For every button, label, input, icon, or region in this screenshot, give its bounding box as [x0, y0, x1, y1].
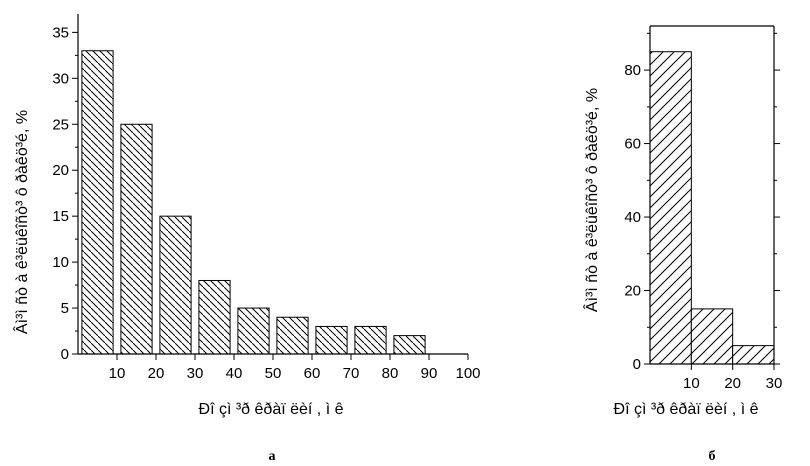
chart-a-x-tick-label: 70: [343, 365, 360, 382]
chart-b-x-tick-label: 20: [724, 375, 741, 392]
chart-b-ylabel: Âì³ì ñò à ê³ëüêîñò³ ô ðàêö³é, %: [582, 88, 601, 312]
chart-b-bar: [690, 308, 734, 365]
chart-a-bar: [276, 316, 309, 355]
chart-b-y-tick-label: 0: [633, 356, 641, 373]
chart-a-ylabel: Âì³ì ñò à ê³ëüêîñò³ ô ðàêö³é, %: [12, 110, 31, 334]
chart-a-bar: [315, 325, 348, 355]
chart-b-bar: [732, 345, 775, 365]
chart-b-y-tick-label: 20: [624, 283, 641, 300]
chart-a-x-tick-label: 50: [265, 365, 282, 382]
chart-b-bar: [649, 51, 692, 365]
chart-b-y-tick-label: 80: [624, 62, 641, 79]
chart-a-xlabel: Ðî çì ³ð êðàï ëèí , ì ê: [199, 401, 344, 418]
chart-a-bar: [393, 335, 426, 355]
chart-b-y-tick-label: 40: [624, 209, 641, 226]
chart-a-bar: [120, 123, 153, 355]
chart-b-y-tick-label: 60: [624, 136, 641, 153]
chart-a-y-tick-label: 25: [52, 116, 69, 133]
chart-a-y-tick-label: 20: [52, 162, 69, 179]
chart-a-x-tick-label: 100: [455, 365, 480, 382]
chart-a: 0 5 10 15 20 25 30 35 10 20 30 40 50 60 70 80 90 100 Ðî ç…: [12, 14, 481, 464]
chart-a-bar: [198, 279, 231, 355]
chart-a-y-tick-label: 0: [61, 346, 69, 363]
chart-a-bar: [81, 50, 114, 355]
chart-a-y-tick-label: 10: [52, 254, 69, 271]
chart-a-bar: [354, 325, 387, 355]
chart-b-panel-label: б: [709, 449, 716, 464]
chart-a-y-tick-label: 15: [52, 208, 69, 225]
chart-a-x-tick-label: 60: [304, 365, 321, 382]
chart-b-x-tick-label: 10: [683, 375, 700, 392]
chart-a-x-tick-label: 80: [382, 365, 399, 382]
chart-a-x-tick-label: 40: [226, 365, 243, 382]
chart-a-y-tick-label: 5: [61, 300, 69, 317]
chart-a-panel-label: а: [269, 449, 276, 464]
chart-a-bar: [159, 215, 192, 355]
chart-b-x-tick-label: 30: [766, 375, 783, 392]
chart-a-x-tick-label: 90: [421, 365, 438, 382]
chart-a-x-tick-label: 20: [148, 365, 165, 382]
chart-a-x-tick-label: 30: [187, 365, 204, 382]
chart-b-xlabel: Ðî çì ³ð êðàï ëèí , ì ê: [614, 401, 759, 418]
chart-a-y-tick-label: 30: [52, 70, 69, 87]
chart-a-y-tick-label: 35: [52, 24, 69, 41]
chart-a-x-tick-label: 10: [109, 365, 126, 382]
chart-a-bar: [237, 307, 270, 355]
